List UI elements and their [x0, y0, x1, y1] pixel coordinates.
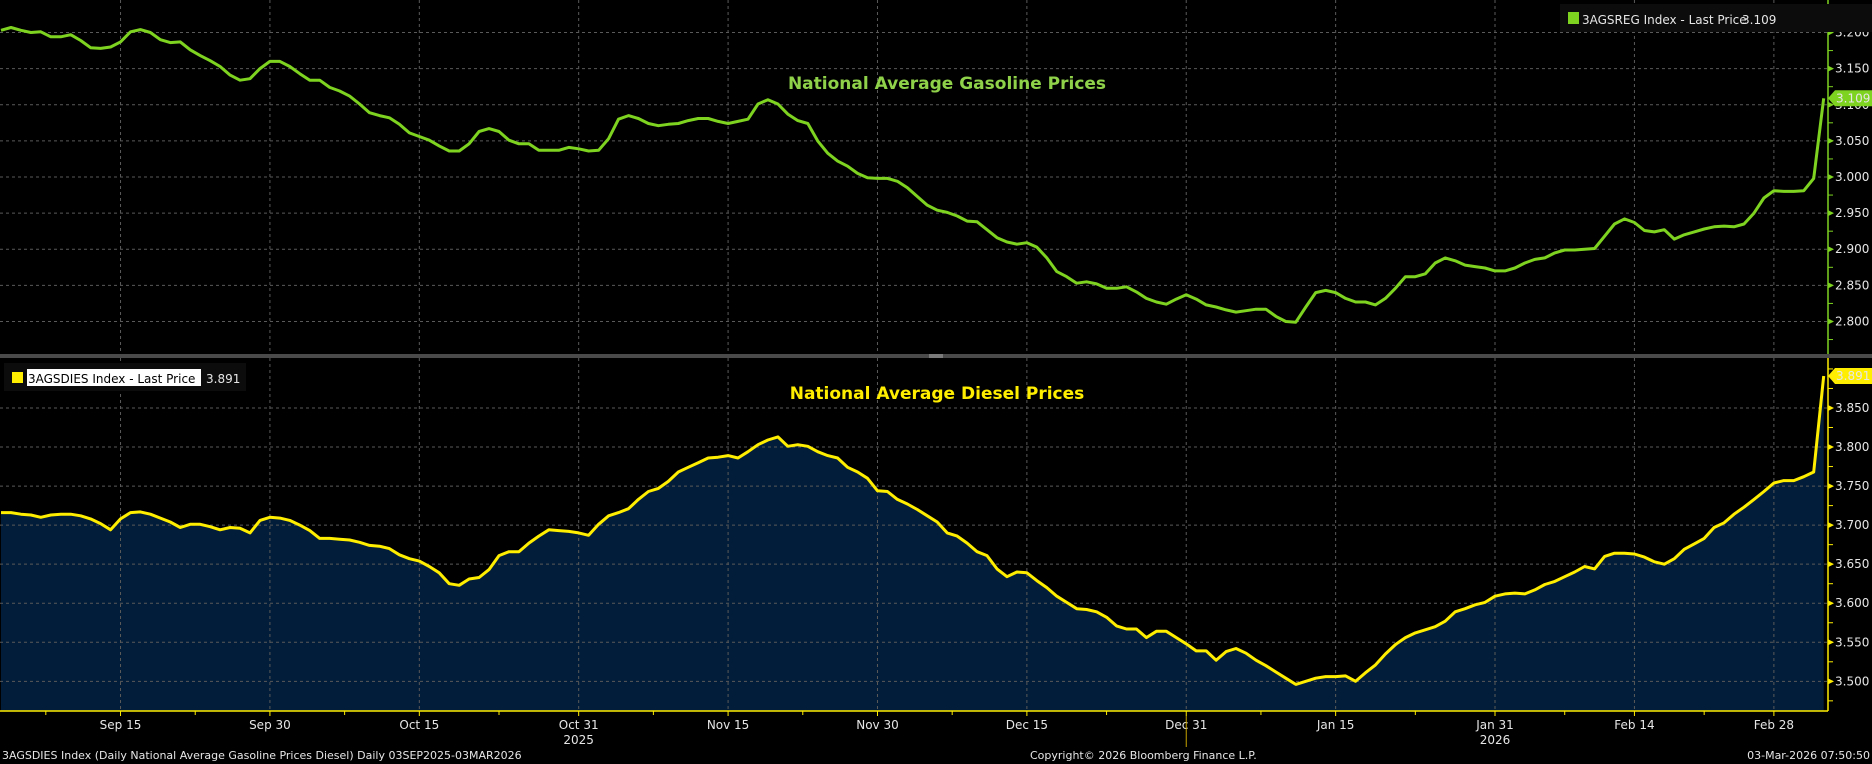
diesel-y-tick-label: 3.700: [1835, 518, 1869, 532]
diesel-y-tick-label: 3.800: [1835, 440, 1869, 454]
gasoline-legend-swatch: [1568, 12, 1579, 24]
gasoline-y-axis: 3.2003.1503.1003.0503.0002.9502.9002.850…: [1828, 13, 1869, 341]
diesel-price-area: [1, 376, 1824, 711]
x-axis: Sep 15 Sep 30 Oct 15 Oct 31 Nov 15 Nov 30 Dec …: [45, 711, 1794, 747]
gasoline-y-tick-label: 2.800: [1835, 314, 1869, 328]
x-tick-label: Feb 28: [1754, 718, 1794, 732]
diesel-legend-label: 3AGSDIES Index - Last Price: [28, 372, 195, 386]
gasoline-y-tick-label: 3.150: [1835, 62, 1869, 76]
gasoline-y-tick-label: 2.950: [1835, 206, 1869, 220]
diesel-y-tick-label: 3.500: [1835, 674, 1869, 688]
panel-divider[interactable]: [0, 354, 1872, 358]
x-tick-label: Dec 15: [1006, 718, 1048, 732]
diesel-y-tick-label: 3.650: [1835, 557, 1869, 571]
gasoline-y-tick-label: 2.900: [1835, 242, 1869, 256]
diesel-chart-title: National Average Diesel Prices: [790, 384, 1085, 404]
gasoline-legend-background: [1560, 4, 1872, 32]
diesel-last-price-tag: 3.891: [1828, 367, 1872, 384]
gasoline-last-price-tag: 3.109: [1828, 90, 1872, 107]
gasoline-grid: [0, 0, 1828, 354]
x-tick-label: Oct 15: [399, 718, 439, 732]
gasoline-last-price-value: 3.109: [1836, 91, 1870, 105]
footer-timestamp: 03-Mar-2026 07:50:50: [1747, 749, 1870, 762]
gasoline-legend-value: 3.109: [1742, 13, 1776, 27]
footer-copyright: Copyright© 2026 Bloomberg Finance L.P.: [1030, 749, 1257, 762]
diesel-legend-label-highlight: [27, 369, 201, 386]
gasoline-y-tick-label: 2.850: [1835, 278, 1869, 292]
x-tick-label: Oct 31: [559, 718, 599, 732]
diesel-legend[interactable]: 3AGSDIES Index - Last Price 3.891: [4, 363, 246, 391]
diesel-y-axis: 3.850 3.800 3.750 3.700 3.650 3.600 3.550 3.500: [1828, 368, 1869, 702]
diesel-panel: 3.850 3.800 3.750 3.700 3.650 3.600 3.550 3.500…: [0, 358, 1872, 712]
footer-security-description: 3AGSDIES Index (Daily National Average G…: [2, 749, 522, 762]
diesel-legend-swatch: [12, 372, 23, 383]
diesel-y-tick-label: 3.750: [1835, 479, 1869, 493]
gasoline-panel: 3.2003.1503.1003.0503.0002.9502.9002.850…: [0, 0, 1872, 354]
gasoline-y-tick-label: 3.050: [1835, 134, 1869, 148]
diesel-price-line: [1, 375, 1826, 686]
diesel-last-price-value: 3.891: [1836, 369, 1870, 383]
x-year-label: 2025: [563, 733, 594, 747]
x-tick-label: Sep 15: [100, 718, 142, 732]
diesel-y-tick-label: 3.850: [1835, 401, 1869, 415]
panel-resize-handle[interactable]: [929, 354, 943, 358]
x-tick-label: Nov 15: [707, 718, 750, 732]
gasoline-legend-label: 3AGSREG Index - Last Price: [1582, 13, 1747, 27]
gasoline-y-tick-label: 3.000: [1835, 170, 1869, 184]
x-tick-label: Sep 30: [249, 718, 291, 732]
diesel-grid: [0, 358, 1828, 711]
gasoline-legend[interactable]: 3AGSREG Index - Last Price 3.109: [1560, 4, 1872, 32]
diesel-legend-value: 3.891: [206, 372, 240, 386]
gasoline-chart-title: National Average Gasoline Prices: [788, 74, 1106, 94]
gasoline-price-line: [0, 26, 1826, 324]
x-year-label: 2026: [1480, 733, 1511, 747]
x-tick-label: Jan 31: [1475, 718, 1514, 732]
diesel-last-price-marker: [1828, 367, 1872, 384]
x-tick-label: Feb 14: [1614, 718, 1654, 732]
diesel-y-tick-label: 3.550: [1835, 635, 1869, 649]
x-tick-label: Nov 30: [856, 718, 899, 732]
gasoline-last-price-marker: [1828, 90, 1872, 107]
x-tick-label: Jan 15: [1316, 718, 1355, 732]
diesel-y-tick-label: 3.600: [1835, 596, 1869, 610]
